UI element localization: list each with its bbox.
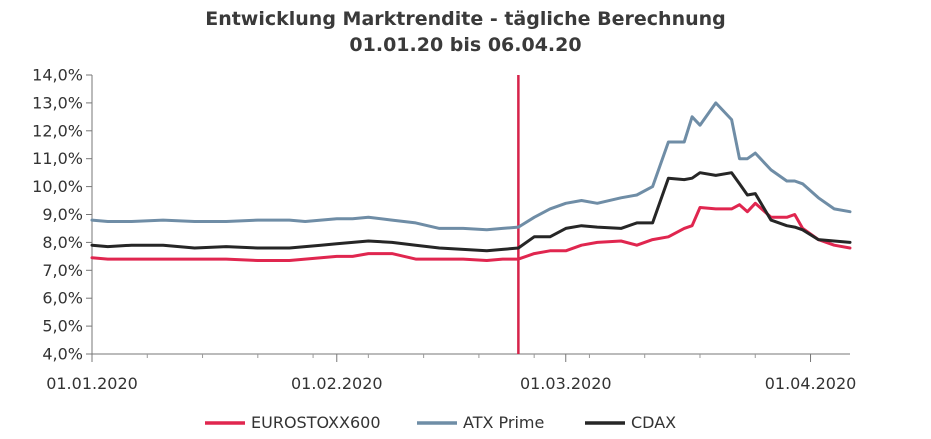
x-tick-label: 01.02.2020 bbox=[291, 374, 383, 393]
chart-title: Entwicklung Marktrendite - tägliche Bere… bbox=[205, 8, 726, 30]
legend: EUROSTOXX600 ATX Prime CDAX bbox=[205, 413, 676, 432]
legend-label: ATX Prime bbox=[463, 413, 544, 432]
y-tick-label: 10,0% bbox=[32, 177, 83, 196]
y-tick-label: 7,0% bbox=[42, 261, 83, 280]
y-tick-label: 13,0% bbox=[32, 93, 83, 112]
series-line-1 bbox=[90, 201, 852, 262]
y-tick-label: 8,0% bbox=[42, 233, 83, 252]
x-tick-label: 01.04.2020 bbox=[765, 374, 857, 393]
series-line-3 bbox=[90, 171, 852, 253]
chart-subtitle: 01.01.20 bis 06.04.20 bbox=[349, 34, 582, 56]
legend-label: EUROSTOXX600 bbox=[251, 413, 381, 432]
axes: 4,0% 5,0% 6,0% 7,0% 8,0% 9,0% 10,0% 11,0% 12,0% 1… bbox=[32, 66, 856, 394]
legend-label: CDAX bbox=[631, 413, 676, 432]
chart-title-block: Entwicklung Marktrendite - tägliche Bere… bbox=[0, 6, 931, 58]
series-layer bbox=[90, 75, 852, 354]
y-tick-label: 5,0% bbox=[42, 317, 83, 336]
y-tick-label: 14,0% bbox=[32, 66, 83, 85]
series-line-2 bbox=[90, 101, 852, 232]
y-tick-label: 9,0% bbox=[42, 205, 83, 224]
x-tick-label: 01.01.2020 bbox=[46, 374, 138, 393]
y-tick-label: 6,0% bbox=[42, 289, 83, 308]
y-tick-label: 11,0% bbox=[32, 149, 83, 168]
y-tick-label: 12,0% bbox=[32, 121, 83, 140]
y-tick-label: 4,0% bbox=[42, 345, 83, 364]
x-tick-label: 01.03.2020 bbox=[520, 374, 612, 393]
